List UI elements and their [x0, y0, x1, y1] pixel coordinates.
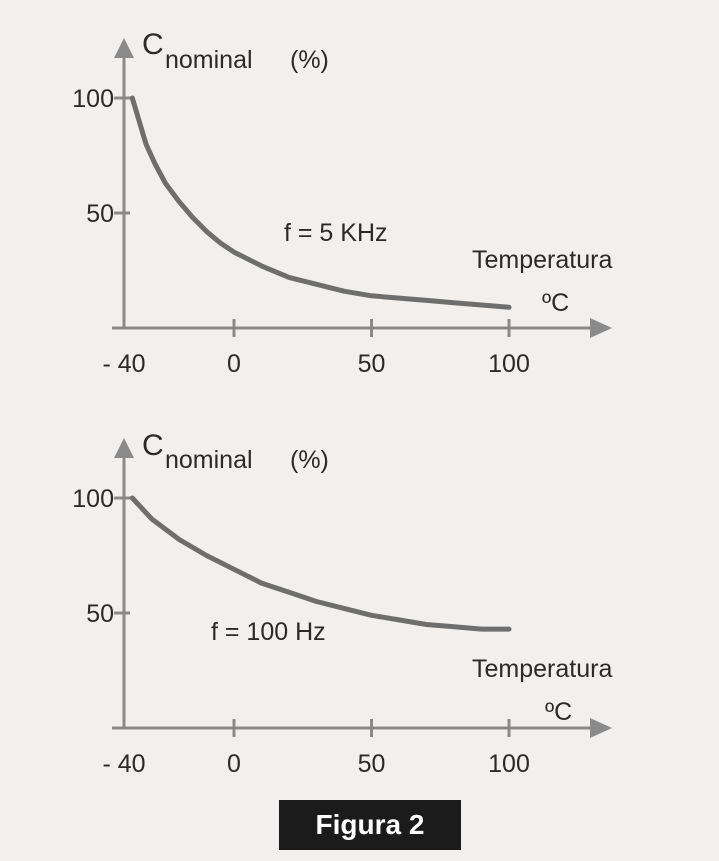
x-axis-arrow: [590, 318, 612, 338]
y-axis-arrow: [114, 38, 134, 58]
x-tick-label: 50: [358, 350, 386, 378]
x-tick-label: 0: [227, 750, 241, 778]
chart-top: - 40 0 50 100 100 50 C nominal (%) f = 5 KHz…: [72, 28, 612, 378]
x-axis-label-line2: ºC: [545, 698, 572, 726]
y-ticks: 100 50: [72, 485, 130, 628]
x-tick-label: 0: [227, 350, 241, 378]
y-axis-arrow: [114, 438, 134, 458]
curve-5khz: [129, 95, 512, 310]
y-axis-label-main: C: [142, 28, 164, 61]
y-tick-label: 50: [86, 600, 114, 628]
x-axis-label-line2: ºC: [542, 289, 569, 317]
y-axis-label-main: C: [142, 429, 164, 462]
x-axis-label-line1: Temperatura: [472, 246, 612, 274]
x-ticks: - 40 0 50 100: [102, 719, 530, 778]
y-axis-label-unit: (%): [290, 46, 329, 74]
y-ticks: 100 50: [72, 85, 130, 228]
y-axis-label-sub: nominal: [165, 46, 253, 74]
curve-100hz: [129, 495, 512, 632]
figure-caption-box: Figura 2: [279, 800, 461, 850]
x-axis-arrow: [590, 718, 612, 738]
chart-bottom: - 40 0 50 100 100 50 C nominal (%) f = 100 H…: [72, 429, 612, 778]
x-axis-label-line1: Temperatura: [472, 655, 612, 683]
x-ticks: - 40 0 50 100: [102, 319, 530, 378]
y-tick-label: 100: [72, 85, 114, 113]
x-tick-label: 50: [358, 750, 386, 778]
x-tick-label: - 40: [102, 350, 145, 378]
frequency-annotation: f = 5 KHz: [284, 219, 388, 247]
y-axis-label-unit: (%): [290, 446, 329, 474]
x-tick-label: 100: [488, 750, 530, 778]
y-tick-label: 100: [72, 485, 114, 513]
frequency-annotation: f = 100 Hz: [211, 618, 326, 646]
y-tick-label: 50: [86, 200, 114, 228]
y-axis-label-sub: nominal: [165, 446, 253, 474]
x-tick-label: 100: [488, 350, 530, 378]
x-tick-label: - 40: [102, 750, 145, 778]
figure-caption: Figura 2: [315, 809, 425, 840]
